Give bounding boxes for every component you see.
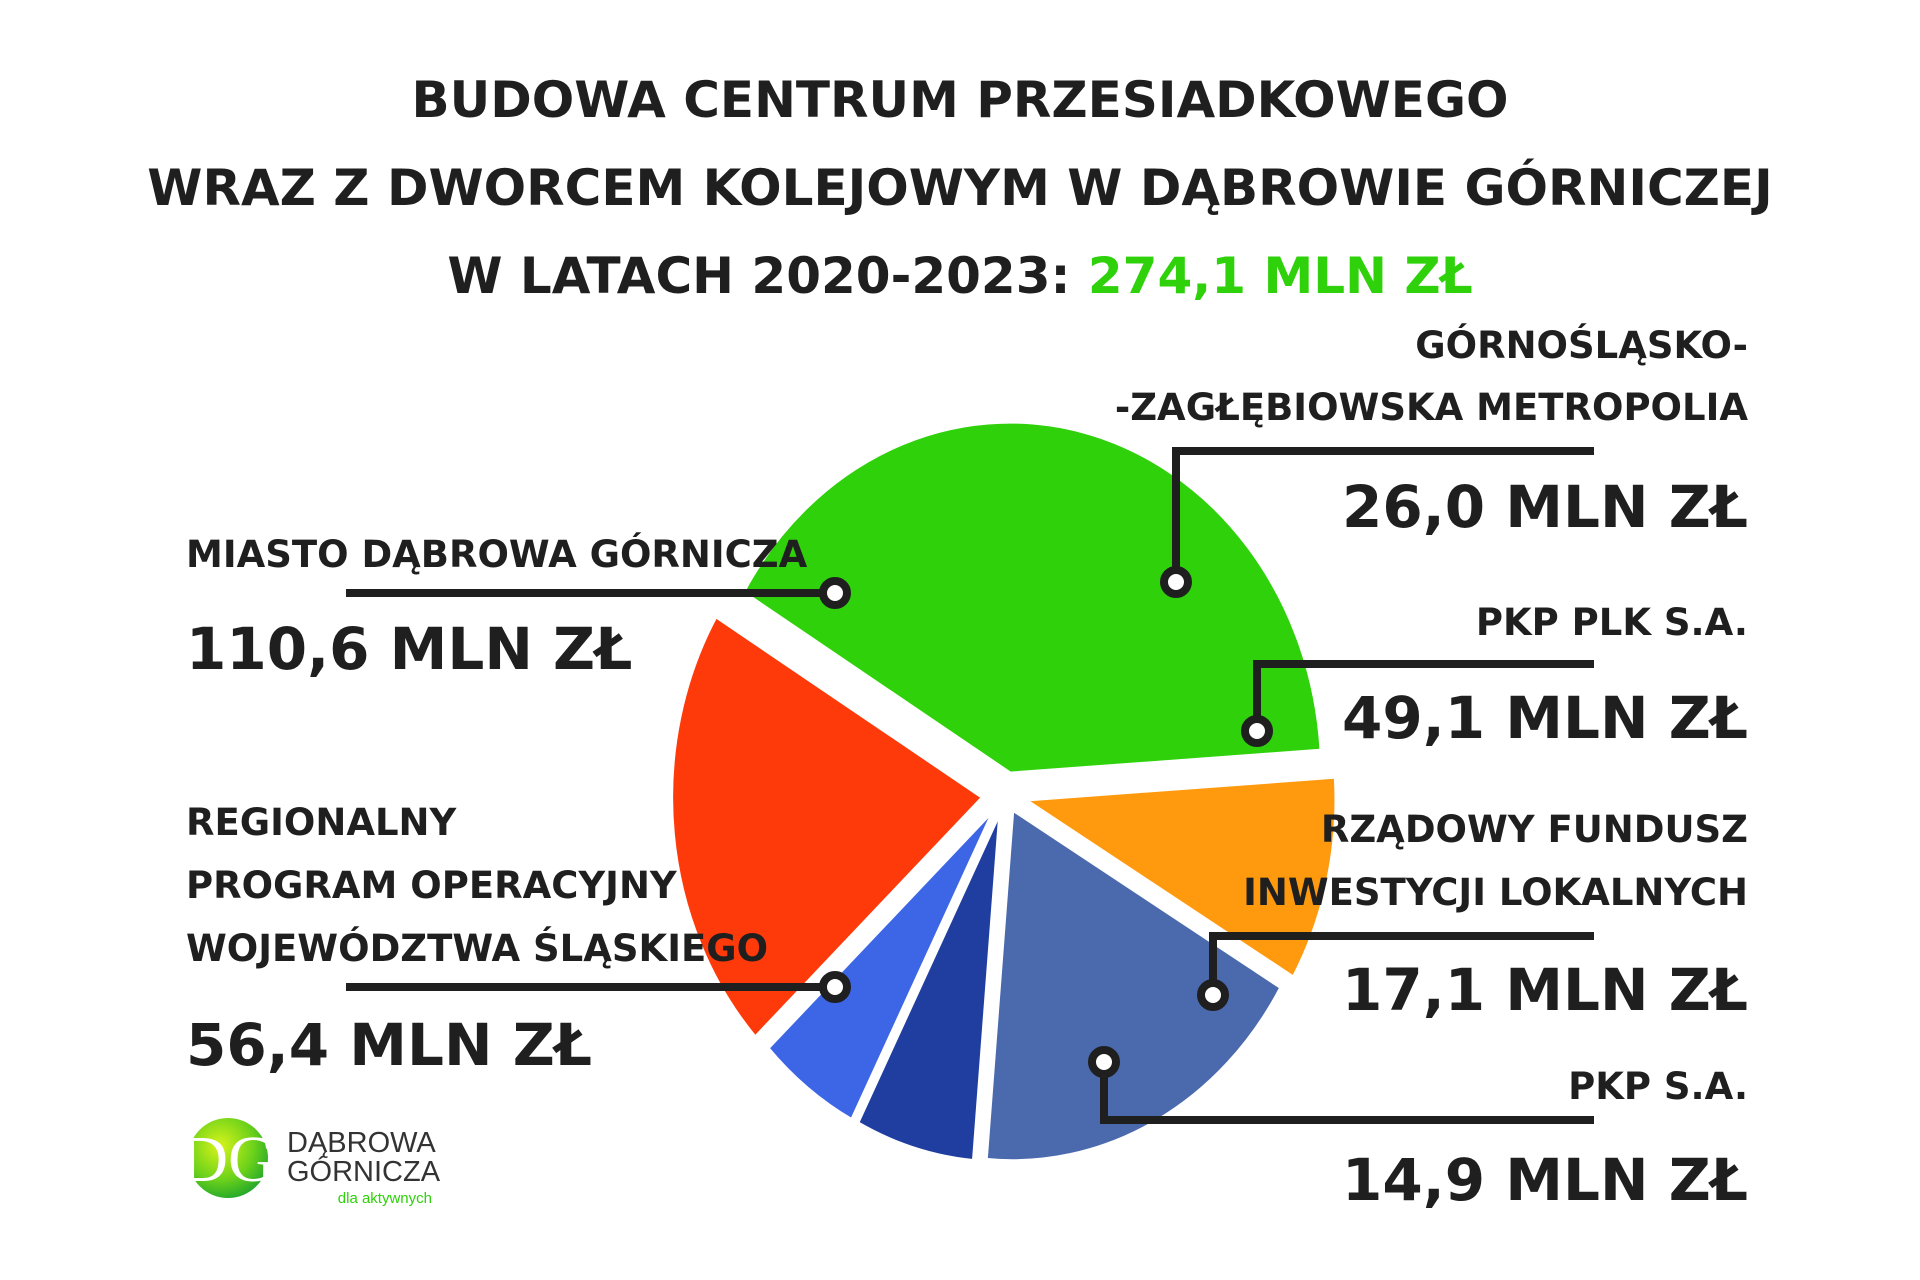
logo-name-line-1: DĄBROWA [287, 1127, 436, 1159]
logo-mark-circle [188, 1118, 268, 1198]
label-pkp-plk: PKP PLK S.A. 49,1 MLN ZŁ [1342, 601, 1748, 752]
dabrowa-gornicza-logo: DG DĄBROWA GÓRNICZA dla aktywnych [180, 1118, 441, 1207]
title-total: 274,1 MLN ZŁ [1088, 247, 1473, 305]
label-miasto-name: MIASTO DĄBROWA GÓRNICZA [186, 532, 808, 576]
label-pkp-name: PKP S.A. [1568, 1065, 1748, 1108]
leader-lines [346, 447, 1594, 1124]
label-rpo-value: 56,4 MLN ZŁ [186, 1011, 592, 1079]
label-miasto: MIASTO DĄBROWA GÓRNICZA 110,6 MLN ZŁ [186, 532, 808, 683]
label-rpo-line-3: WOJEWÓDZTWA ŚLĄSKIEGO [186, 926, 768, 970]
leader-dot-pkp [1088, 1046, 1120, 1078]
label-gzm: GÓRNOŚLĄSKO- -ZAGŁĘBIOWSKA METROPOLIA 26… [1115, 323, 1748, 541]
leader-dot-rpo [819, 971, 851, 1003]
pie-slice-gzm [1018, 774, 1339, 981]
label-rfil-line-1: RZĄDOWY FUNDUSZ [1321, 808, 1748, 851]
title-line-1: BUDOWA CENTRUM PRZESIADKOWEGO [411, 71, 1508, 129]
leader-dot-rfil [1197, 979, 1229, 1011]
title-line-3: W LATACH 2020-2023: 274,1 MLN ZŁ [447, 247, 1472, 305]
leader-line-rfil [1209, 932, 1594, 995]
label-miasto-value: 110,6 MLN ZŁ [186, 615, 632, 683]
logo-mark-letters: DG [180, 1123, 275, 1196]
label-rpo-line-1: REGIONALNY [186, 801, 457, 844]
leader-dot-gzm [1160, 566, 1192, 598]
label-pkp-plk-name: PKP PLK S.A. [1476, 601, 1748, 644]
label-gzm-line-1: GÓRNOŚLĄSKO- [1415, 323, 1748, 367]
pie-slice-rpo [669, 613, 987, 1041]
label-gzm-value: 26,0 MLN ZŁ [1342, 473, 1748, 541]
logo-tagline: dla aktywnych [338, 1190, 432, 1207]
pie-slice-rfil [854, 809, 1003, 1164]
label-rfil-value: 17,1 MLN ZŁ [1342, 956, 1748, 1024]
label-rfil-line-2: INWESTYCJI LOKALNYCH [1243, 871, 1748, 914]
label-rpo-line-2: PROGRAM OPERACYJNY [186, 864, 678, 907]
leader-line-gzm [1172, 447, 1594, 582]
leader-line-pkp-plk [1253, 660, 1594, 731]
label-pkp-plk-value: 49,1 MLN ZŁ [1342, 684, 1748, 752]
leader-line-pkp [1100, 1062, 1594, 1124]
logo-name-line-2: GÓRNICZA [287, 1155, 441, 1188]
pie-slice-pkp [764, 806, 998, 1124]
label-rpo: REGIONALNY PROGRAM OPERACYJNY WOJEWÓDZTW… [186, 801, 768, 1079]
label-gzm-line-2: -ZAGŁĘBIOWSKA METROPOLIA [1115, 386, 1748, 429]
leader-dot-pkp-plk [1241, 715, 1273, 747]
label-pkp: PKP S.A. 14,9 MLN ZŁ [1342, 1065, 1748, 1214]
title-line-2: WRAZ Z DWORCEM KOLEJOWYM W DĄBROWIE GÓRN… [147, 158, 1772, 217]
leader-dot-miasto [819, 577, 851, 609]
title-line-3-prefix: W LATACH 2020-2023: [447, 247, 1088, 305]
label-rfil: RZĄDOWY FUNDUSZ INWESTYCJI LOKALNYCH 17,… [1243, 808, 1748, 1024]
label-pkp-value: 14,9 MLN ZŁ [1342, 1146, 1748, 1214]
